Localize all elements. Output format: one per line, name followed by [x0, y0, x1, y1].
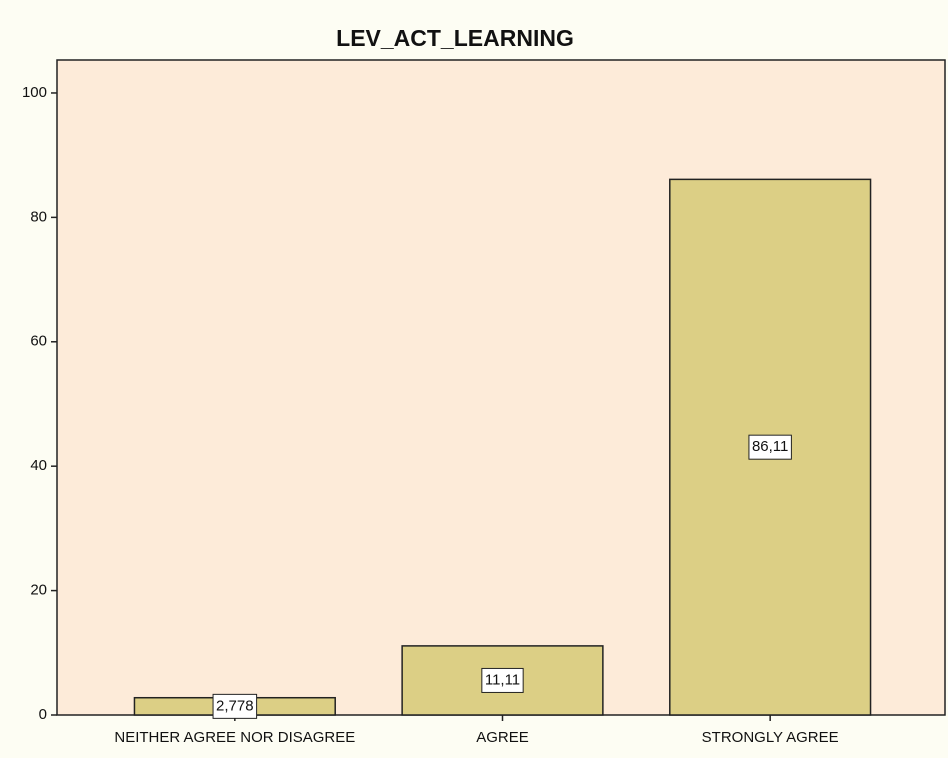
x-tick-label: NEITHER AGREE NOR DISAGREE: [114, 729, 355, 746]
value-label-box: [481, 667, 524, 693]
y-tick-label: 100: [22, 84, 47, 101]
value-label: 11,11: [485, 671, 520, 688]
chart-title: LEV_ACT_LEARNING: [336, 25, 574, 51]
y-tick-label: 40: [30, 457, 47, 474]
x-tick-label: STRONGLY AGREE: [702, 729, 839, 746]
y-tick-label: 60: [30, 333, 47, 350]
value-label: 2,778: [216, 697, 254, 714]
y-tick-label: 0: [39, 706, 47, 723]
value-label-box: [748, 434, 792, 460]
y-tick-label: 20: [30, 582, 47, 599]
y-tick-label: 80: [30, 208, 47, 225]
x-tick-label: AGREE: [476, 729, 529, 746]
value-label: 86,11: [752, 438, 788, 455]
value-label-box: [212, 693, 258, 719]
